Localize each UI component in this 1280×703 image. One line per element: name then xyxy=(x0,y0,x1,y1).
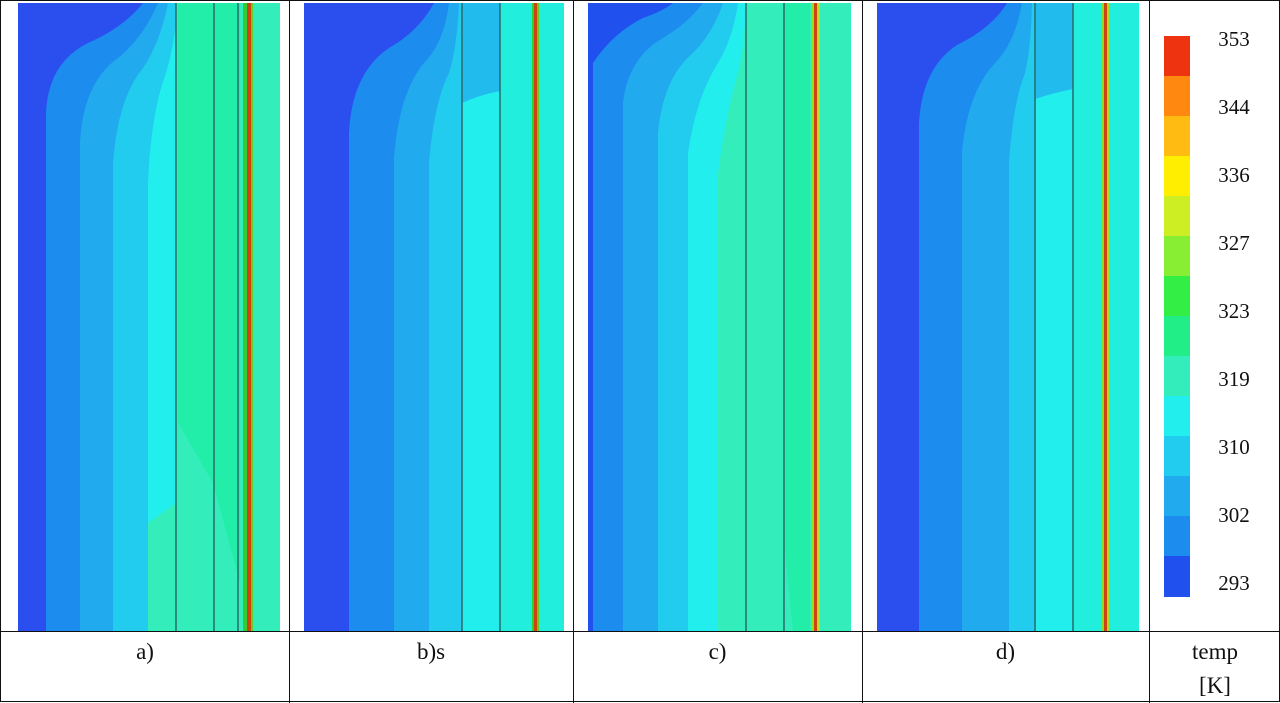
caption-row-divider xyxy=(1,631,1280,632)
temperature-contour-a xyxy=(18,3,280,631)
legend-tick-label: 302 xyxy=(1218,503,1250,527)
legend-swatch xyxy=(1164,236,1190,277)
temperature-contour-d xyxy=(877,3,1139,631)
legend-tick-label: 323 xyxy=(1218,299,1250,323)
caption-c: c) xyxy=(708,639,727,664)
legend-swatch xyxy=(1164,556,1190,597)
legend-swatch xyxy=(1164,36,1190,77)
cell-divider xyxy=(1149,1,1150,703)
legend-swatch xyxy=(1164,516,1190,557)
legend-swatch xyxy=(1164,76,1190,117)
contour-panel-b xyxy=(304,3,564,631)
temperature-contour-b xyxy=(304,3,564,631)
legend-tick-label: 319 xyxy=(1218,367,1250,391)
legend-swatch xyxy=(1164,476,1190,517)
caption-d: d) xyxy=(995,639,1016,664)
legend-unit: [K] xyxy=(1199,673,1231,698)
legend-tick-label: 293 xyxy=(1218,571,1250,595)
contour-panel-a xyxy=(18,3,280,631)
legend-tick-label: 310 xyxy=(1218,435,1250,459)
legend-title: temp xyxy=(1192,639,1238,664)
legend-swatch xyxy=(1164,196,1190,237)
contour-panel-c xyxy=(588,3,851,631)
legend-swatch xyxy=(1164,356,1190,397)
caption-a: a) xyxy=(136,639,154,664)
legend-swatch xyxy=(1164,396,1190,437)
legend-tick-label: 353 xyxy=(1218,27,1250,51)
legend-swatch xyxy=(1164,276,1190,317)
cell-divider xyxy=(289,1,290,703)
legend-tick-label: 344 xyxy=(1218,95,1250,119)
temperature-contour-c xyxy=(588,3,851,631)
cell-divider xyxy=(573,1,574,703)
legend-swatch xyxy=(1164,436,1190,477)
legend-swatch xyxy=(1164,116,1190,157)
temperature-legend: 353 344 336 327 323 319 310 302 293 xyxy=(1151,3,1279,631)
legend-swatch xyxy=(1164,156,1190,197)
legend-swatch xyxy=(1164,316,1190,357)
legend-tick-label: 327 xyxy=(1218,231,1250,255)
cell-divider xyxy=(862,1,863,703)
legend-tick-label: 336 xyxy=(1218,163,1250,187)
caption-b: b)s xyxy=(416,639,446,664)
contour-panel-d xyxy=(877,3,1139,631)
